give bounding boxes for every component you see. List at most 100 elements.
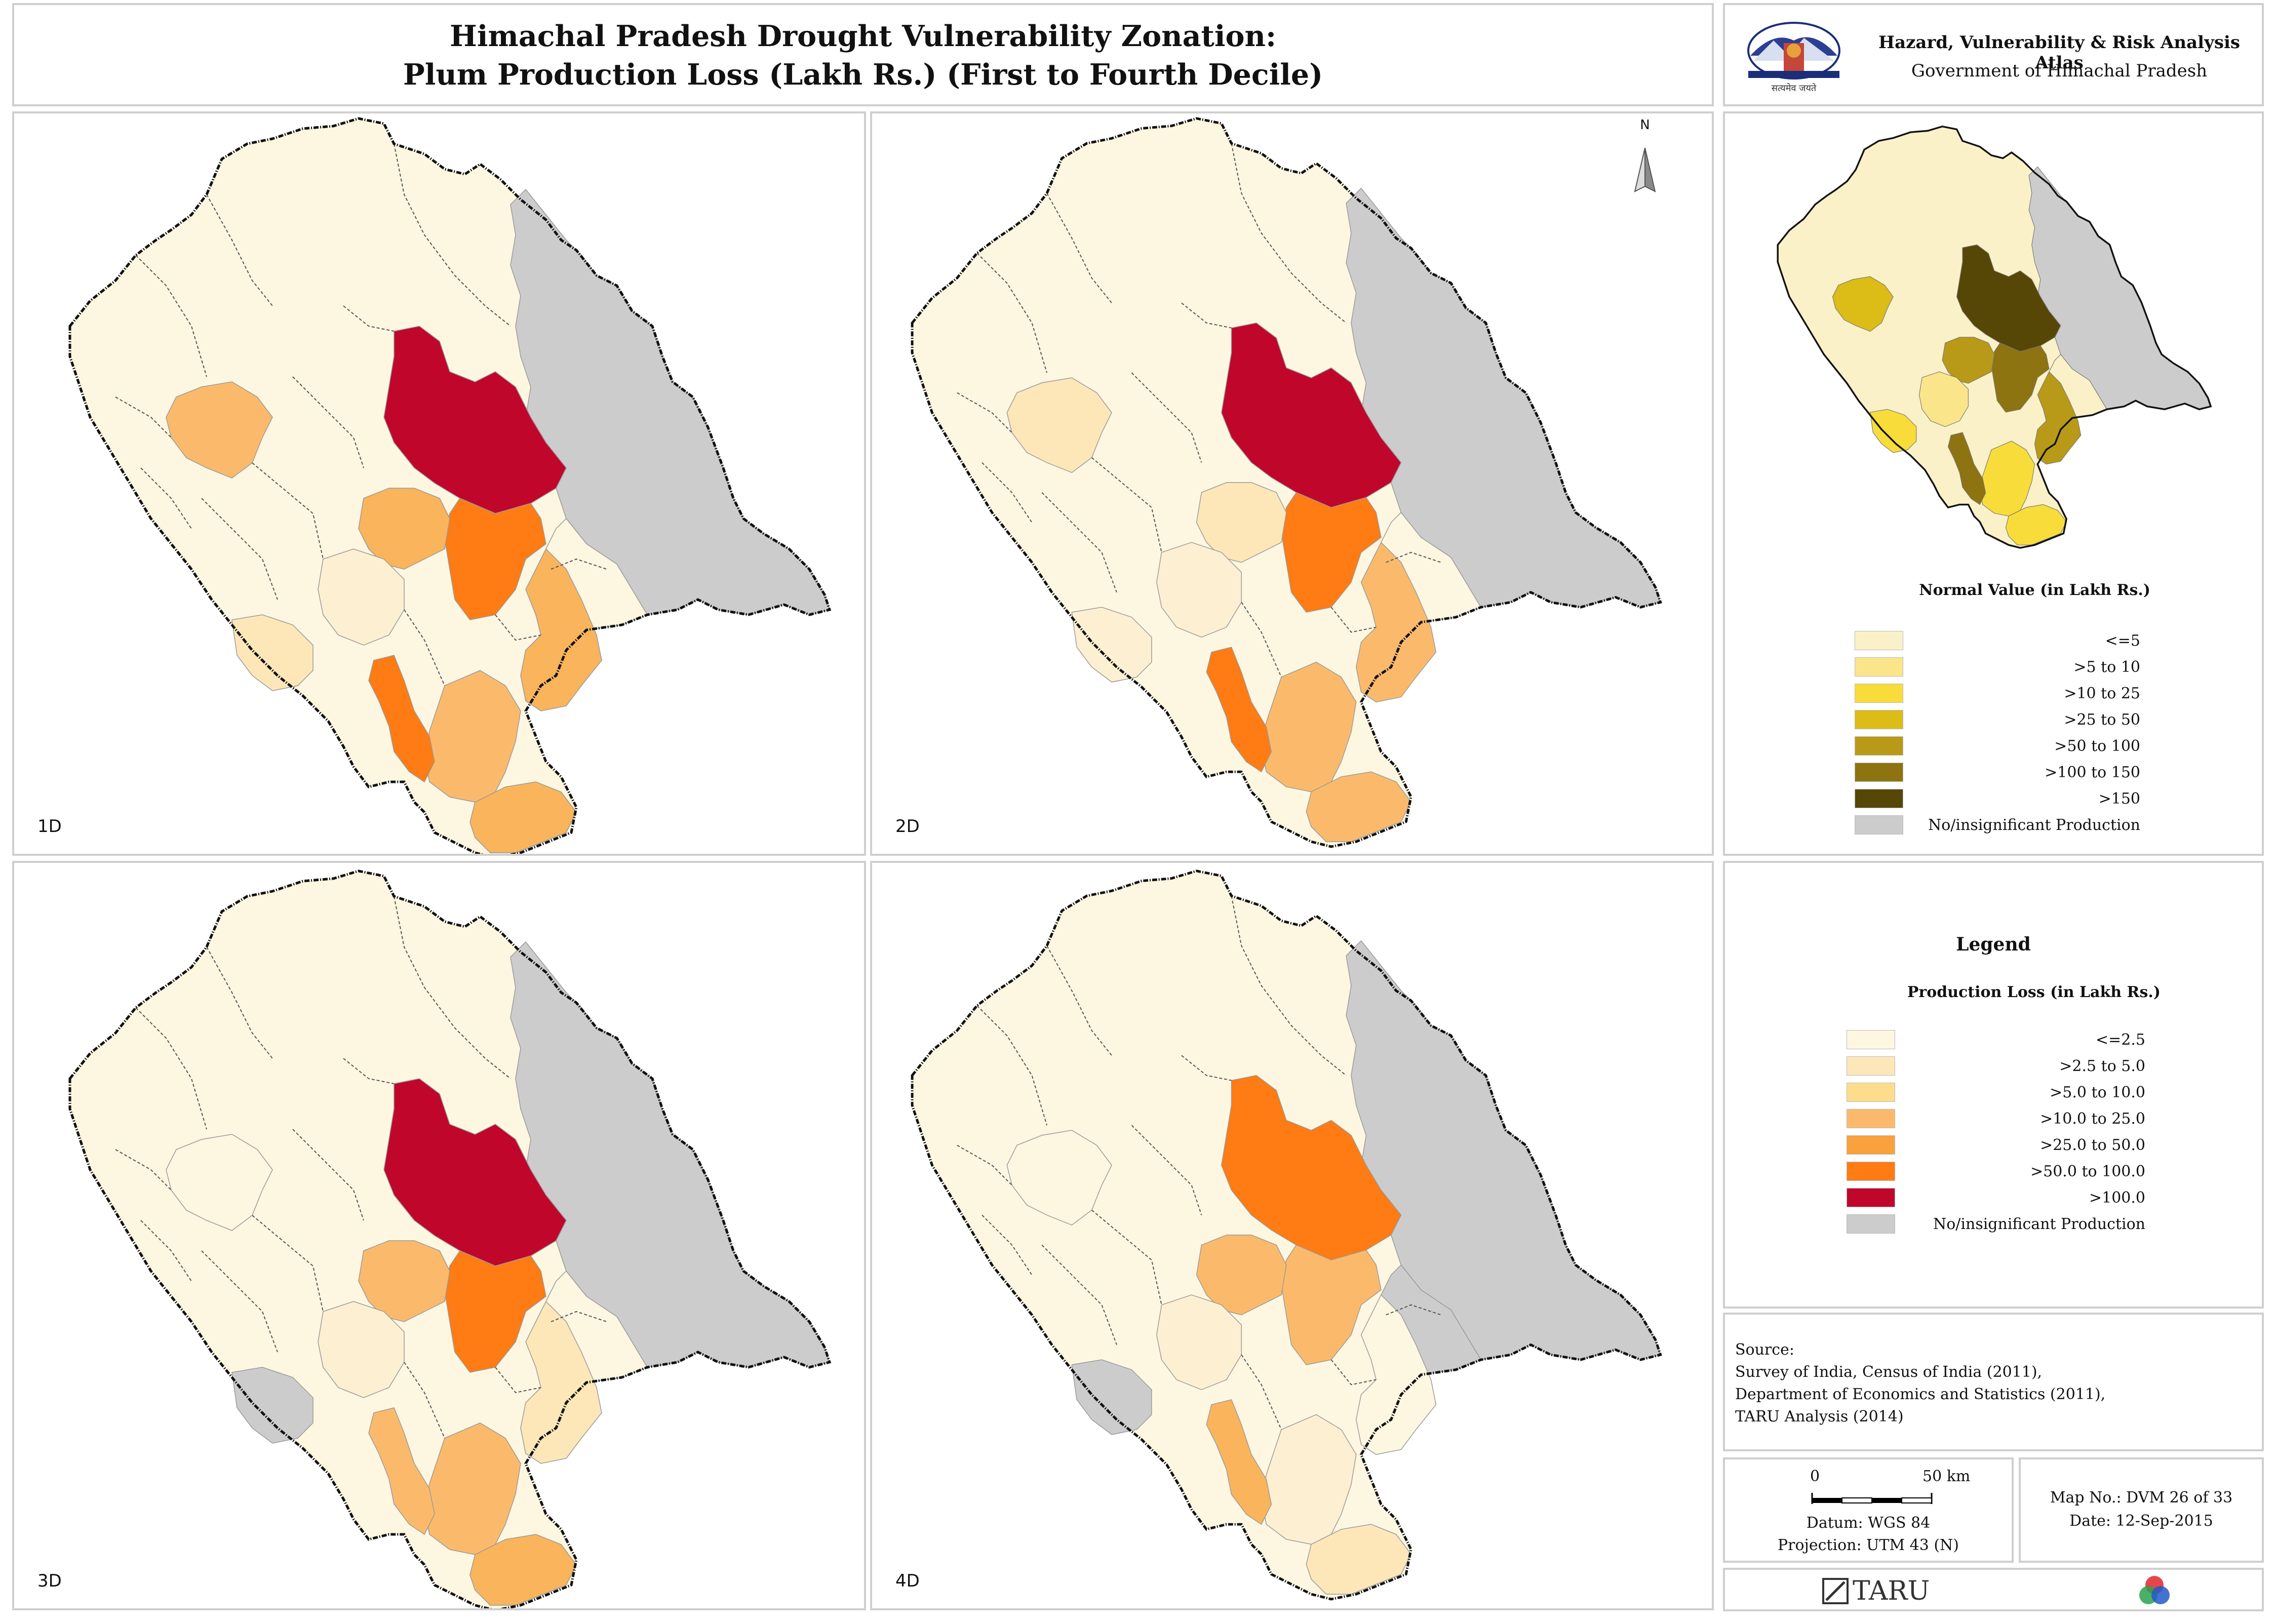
district-boundary — [976, 253, 1047, 373]
district-boundary — [1330, 607, 1377, 633]
map-info-panel: Map No.: DVM 26 of 33 Date: 12-Sep-2015 — [2019, 1457, 2264, 1563]
district-map-1d — [68, 117, 832, 854]
district-boundary — [551, 1311, 607, 1322]
district-boundary — [140, 467, 192, 529]
map-panel-3d: 3D — [12, 861, 866, 1610]
district-boundary — [1231, 143, 1347, 324]
legend-swatch — [1847, 1056, 1895, 1076]
district-boundary — [404, 609, 445, 686]
region-una — [1071, 1359, 1152, 1435]
region-sirmaur — [1306, 771, 1411, 842]
normal-legend-title: Normal Value (in Lakh Rs.) — [1919, 581, 2150, 599]
legend-label: No/insignificant Production — [1928, 816, 2140, 834]
title-panel: Himachal Pradesh Drought Vulnerability Z… — [12, 3, 1714, 106]
map-panel-2d: 2D — [870, 111, 1714, 856]
district-boundary — [1386, 1304, 1441, 1316]
district-boundary — [1241, 602, 1282, 678]
legend-label: No/insignificant Production — [1933, 1215, 2145, 1233]
taru-logo-icon — [1822, 1578, 1849, 1604]
district-boundary — [495, 1367, 541, 1394]
region-bilaspur-strip — [1947, 432, 1986, 505]
legend-label: >100.0 — [2089, 1189, 2145, 1207]
legend-swatch — [1847, 1188, 1895, 1207]
legend-title: Production Loss (in Lakh Rs.) — [1907, 983, 2161, 1001]
atlas-panel: सत्यमेव जयते Hazard, Vulnerability & Ris… — [1723, 3, 2264, 106]
legend-label: >50 to 100 — [2054, 737, 2140, 755]
decile-label: 3D — [37, 1571, 62, 1591]
state-boundary — [911, 869, 1662, 1601]
normal-value-panel: Normal Value (in Lakh Rs.) <=5 >5 to 10 >1… — [1723, 111, 2264, 856]
district-boundary — [394, 143, 511, 327]
district-boundary — [135, 255, 207, 377]
region-sirmaur — [469, 1534, 577, 1606]
district-boundary — [976, 1005, 1047, 1126]
district-boundary — [1046, 193, 1112, 303]
source-panel: Source: Survey of India, Census of India… — [1723, 1313, 2264, 1451]
north-label: N — [1640, 117, 1650, 133]
atlas-name: Hazard, Vulnerability & Risk Analysis At… — [1878, 32, 2241, 73]
source-line: Department of Economics and Statistics (… — [1735, 1385, 2106, 1403]
rgb-circles-icon — [2139, 1576, 2170, 1604]
legend-swatch — [1855, 763, 1903, 782]
scale-bar — [1811, 1493, 1933, 1504]
region-una — [1071, 607, 1152, 683]
region-hamirpur — [1156, 542, 1242, 638]
scale-panel: 0 50 km Datum: WGS 84 Projection: UTM 43… — [1723, 1457, 2014, 1563]
district-boundary — [1041, 492, 1117, 592]
decile-label: 2D — [895, 816, 920, 837]
legend-swatch — [1847, 1109, 1895, 1128]
district-boundary — [140, 1220, 192, 1282]
district-boundary — [1231, 895, 1347, 1076]
district-boundary — [343, 1058, 395, 1084]
region-sirmaur — [2005, 504, 2067, 545]
decile-label: 1D — [37, 816, 62, 837]
region-una — [231, 614, 313, 691]
source-line: Survey of India, Census of India (2011), — [1735, 1363, 2043, 1381]
region-shimla — [1355, 541, 1437, 703]
emblem-motto: सत्यमेव जयते — [1772, 83, 1817, 94]
district-boundary — [982, 462, 1033, 523]
region-hamirpur — [318, 1301, 405, 1398]
legend-label: >10 to 25 — [2064, 685, 2140, 702]
district-boundary — [201, 1250, 278, 1353]
legend-label: <=2.5 — [2096, 1031, 2145, 1049]
source-heading: Source: — [1735, 1341, 1794, 1359]
district-map-4d — [911, 869, 1662, 1601]
region-shimla — [520, 548, 602, 711]
legend-label: >10.0 to 25.0 — [2040, 1110, 2145, 1128]
district-boundary — [1091, 457, 1162, 553]
region-hamirpur — [1156, 1294, 1242, 1391]
legend-label: >25.0 to 50.0 — [2040, 1136, 2145, 1154]
map-panel-4d: 4D — [870, 861, 1714, 1610]
district-boundary — [1181, 302, 1232, 329]
legend-swatch — [1855, 631, 1903, 650]
district-boundary — [115, 1149, 172, 1191]
state-boundary — [1777, 125, 2212, 549]
state-boundary — [68, 117, 832, 854]
map-title-line2: Plum Production Loss (Lakh Rs.) (First t… — [403, 58, 1323, 92]
region-kangra-mid — [1006, 377, 1112, 473]
district-boundary — [252, 1215, 324, 1312]
district-map-3d — [68, 869, 832, 1608]
region-bilaspur-strip — [1206, 1399, 1272, 1525]
district-boundary — [135, 1007, 207, 1130]
region-bilaspur-strip — [1206, 647, 1272, 773]
projection-text: Projection: UTM 43 (N) — [1777, 1536, 1959, 1554]
district-boundary — [957, 392, 1012, 433]
region-kullu — [383, 1078, 567, 1266]
map-title-line1: Himachal Pradesh Drought Vulnerability Z… — [450, 19, 1276, 53]
district-boundary — [394, 896, 511, 1079]
district-boundary — [343, 305, 395, 332]
source-line: TARU Analysis (2014) — [1735, 1408, 1904, 1425]
district-boundary — [404, 1362, 445, 1439]
legend-label: >150 — [2098, 790, 2140, 808]
district-boundary — [206, 194, 273, 306]
region-bilaspur-strip — [368, 655, 435, 783]
legend-swatch — [1855, 657, 1903, 677]
region-kangra-mid — [1832, 276, 1894, 332]
district-boundary — [206, 946, 273, 1059]
legend-swatch — [1847, 1135, 1895, 1155]
legend-swatch — [1855, 789, 1903, 808]
district-boundary — [252, 462, 324, 560]
district-map-2d — [911, 117, 1662, 848]
